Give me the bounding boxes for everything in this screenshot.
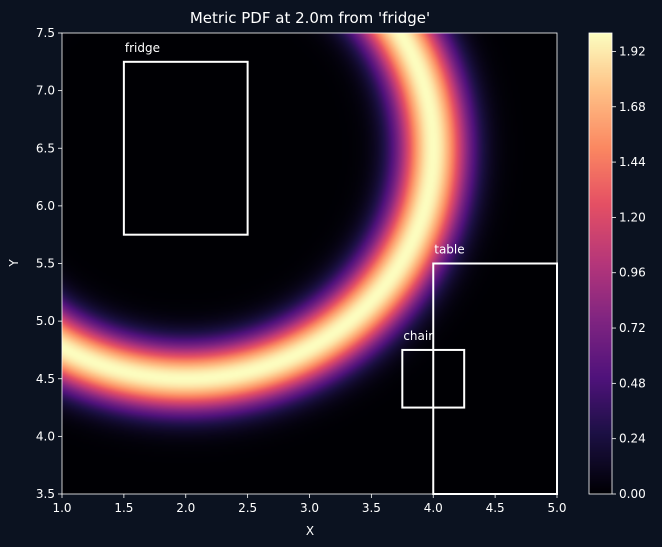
- x-tick-label: 2.5: [238, 501, 257, 515]
- colorbar-ticks: 0.00 0.24 0.48 0.72 0.96 1.20 1.44 1.68 1.92: [612, 44, 646, 501]
- y-tick-label: 6.5: [36, 141, 55, 155]
- x-axis-ticks: 1.0 1.5 2.0 2.5 3.0 3.5 4.0 4.5 5.0: [52, 494, 567, 515]
- x-tick-label: 3.5: [362, 501, 381, 515]
- colorbar-tick-label: 0.72: [619, 321, 646, 335]
- y-axis-ticks: 3.5 4.0 4.5 5.0 5.5 6.0 6.5 7.0 7.5: [36, 26, 62, 501]
- colorbar-tick-label: 0.96: [619, 266, 646, 280]
- x-tick-label: 1.0: [52, 501, 71, 515]
- colorbar-tick-label: 1.68: [619, 100, 646, 114]
- chart-title: Metric PDF at 2.0m from 'fridge': [190, 9, 430, 27]
- y-tick-label: 4.0: [36, 429, 55, 443]
- colorbar-tick-label: 0.24: [619, 432, 646, 446]
- x-tick-label: 1.5: [114, 501, 133, 515]
- colorbar-tick-label: 1.44: [619, 155, 646, 169]
- chair-box: [401, 348, 466, 409]
- colorbar-tick-label: 0.48: [619, 376, 646, 390]
- x-tick-label: 3.0: [300, 501, 319, 515]
- x-tick-label: 4.5: [486, 501, 505, 515]
- fridge-label: fridge: [125, 41, 160, 55]
- y-tick-label: 6.0: [36, 199, 55, 213]
- y-axis-label: Y: [7, 259, 21, 268]
- y-tick-label: 4.5: [36, 372, 55, 386]
- y-tick-label: 5.0: [36, 314, 55, 328]
- x-tick-label: 5.0: [547, 501, 566, 515]
- x-tick-label: 2.0: [176, 501, 195, 515]
- y-tick-label: 5.5: [36, 257, 55, 271]
- x-axis-label: X: [306, 524, 314, 538]
- colorbar-gradient: [589, 33, 612, 494]
- y-tick-label: 7.5: [36, 26, 55, 40]
- colorbar-tick-label: 1.92: [619, 44, 646, 58]
- colorbar-frame: [588, 32, 613, 495]
- y-tick-label: 3.5: [36, 487, 55, 501]
- x-tick-label: 4.0: [424, 501, 443, 515]
- table-label: table: [434, 243, 464, 257]
- fridge-box: [122, 60, 249, 236]
- colorbar-tick-label: 0.00: [619, 487, 646, 501]
- y-tick-label: 7.0: [36, 84, 55, 98]
- chair-label: chair: [403, 329, 433, 343]
- colorbar-tick-label: 1.20: [619, 210, 646, 224]
